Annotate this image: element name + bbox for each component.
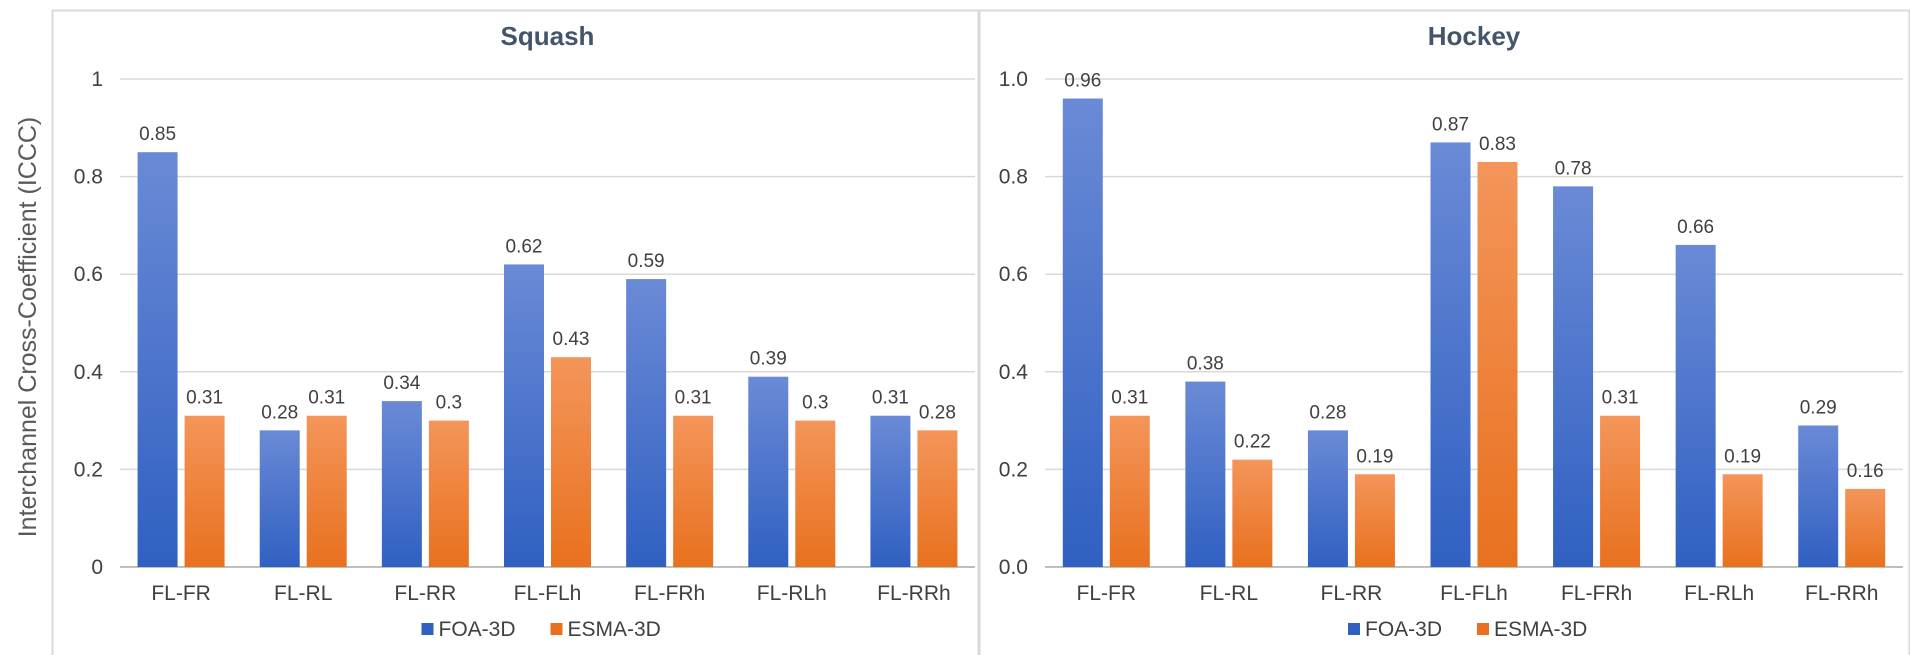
- y-tick-label: 0.4: [999, 361, 1029, 384]
- data-label: 0.28: [919, 402, 956, 423]
- esma-3d-bar: [917, 430, 958, 567]
- y-axis-title: Interchannel Cross-Coefficient (ICCC): [14, 117, 42, 538]
- esma-3d-bar: [1232, 459, 1273, 567]
- chart-panel-hockey: Hockey 0.0 0.2 0.4 0.6 0.8 1.0 FL-FR 0.96 0.31 FL-…: [978, 9, 1910, 655]
- panel-title: Squash: [501, 21, 595, 51]
- data-label: 0.83: [1479, 134, 1516, 155]
- chart-panel-squash: Squash 0 0.2 0.4 0.6 0.8 1 FL-FR 0.85 0.31 FL-RL 0.…: [51, 9, 980, 655]
- y-tick-label: 0.4: [74, 361, 104, 384]
- foa-3d-bar: [259, 430, 300, 567]
- data-label: 0.31: [872, 388, 909, 409]
- data-label: 0.96: [1064, 71, 1101, 92]
- x-category-label: FL-FR: [151, 582, 211, 605]
- data-label: 0.16: [1847, 461, 1884, 482]
- x-category-label: FL-RRh: [877, 582, 951, 605]
- y-tick-label: 0.2: [74, 458, 103, 481]
- legend-label: FOA-3D: [439, 618, 516, 641]
- x-category-label: FL-RRh: [1805, 582, 1879, 605]
- data-label: 0.31: [308, 388, 345, 409]
- foa-3d-bar: [1798, 425, 1839, 567]
- x-category-label: FL-FLh: [514, 582, 582, 605]
- foa-3d-bar: [504, 264, 544, 567]
- panel-title: Hockey: [1428, 21, 1521, 51]
- x-category-label: FL-RL: [274, 582, 332, 605]
- esma-3d-bar: [551, 357, 591, 567]
- x-category-label: FL-RLh: [1684, 582, 1754, 605]
- legend-swatch: [421, 623, 434, 635]
- foa-3d-bar: [870, 415, 911, 567]
- y-tick-label: 0.8: [74, 166, 103, 189]
- x-category-label: FL-RL: [1200, 582, 1258, 605]
- data-label: 0.78: [1555, 158, 1592, 179]
- esma-3d-bar: [428, 420, 469, 567]
- data-label: 0.66: [1677, 217, 1714, 238]
- chart-panels: Squash 0 0.2 0.4 0.6 0.8 1 FL-FR 0.85 0.31 FL-RL 0.…: [51, 9, 1910, 655]
- foa-3d-bar: [137, 152, 178, 567]
- esma-3d-bar: [306, 415, 347, 567]
- esma-3d-bar: [1354, 474, 1395, 567]
- data-label: 0.3: [802, 393, 828, 414]
- esma-3d-bar: [673, 415, 714, 567]
- y-tick-label: 1: [91, 68, 103, 91]
- foa-3d-bar: [1185, 381, 1226, 567]
- data-label: 0.19: [1356, 446, 1393, 467]
- esma-3d-bar: [184, 415, 225, 567]
- x-category-label: FL-FRh: [634, 582, 705, 605]
- legend-swatch: [550, 623, 563, 635]
- foa-3d-bar: [1675, 244, 1716, 568]
- y-tick-label: 1.0: [999, 68, 1028, 91]
- y-tick-label: 0.8: [999, 166, 1028, 189]
- y-tick-label: 0.6: [74, 263, 103, 286]
- legend-swatch: [1348, 623, 1360, 635]
- esma-3d-bar: [1477, 161, 1518, 567]
- foa-3d-bar: [748, 376, 789, 567]
- data-label: 0.87: [1432, 114, 1469, 135]
- data-label: 0.31: [1602, 388, 1639, 409]
- foa-3d-bar: [1430, 142, 1471, 567]
- data-label: 0.28: [1309, 402, 1346, 423]
- data-label: 0.22: [1234, 432, 1271, 453]
- esma-3d-bar: [1722, 474, 1763, 567]
- x-category-label: FL-RR: [394, 582, 456, 605]
- y-tick-label: 0.6: [999, 263, 1028, 286]
- y-tick-label: 0.0: [999, 556, 1028, 579]
- x-category-label: FL-FR: [1077, 582, 1137, 605]
- y-tick-label: 0: [91, 556, 103, 579]
- foa-3d-bar: [1307, 430, 1348, 567]
- data-label: 0.3: [436, 393, 462, 414]
- data-label: 0.38: [1187, 354, 1224, 375]
- esma-3d-bar: [1845, 488, 1886, 567]
- y-tick-label: 0.2: [999, 458, 1028, 481]
- x-category-label: FL-FLh: [1440, 582, 1508, 605]
- legend-label: ESMA-3D: [568, 618, 661, 641]
- esma-3d-bar: [1109, 415, 1150, 567]
- esma-3d-bar: [1600, 415, 1641, 567]
- data-label: 0.28: [261, 402, 298, 423]
- data-label: 0.43: [553, 329, 590, 350]
- x-category-label: FL-RLh: [757, 582, 827, 605]
- esma-3d-bar: [795, 420, 836, 567]
- data-label: 0.29: [1800, 397, 1837, 418]
- data-label: 0.34: [383, 373, 420, 394]
- foa-3d-bar: [1062, 98, 1103, 568]
- legend-label: ESMA-3D: [1494, 618, 1587, 641]
- x-category-label: FL-FRh: [1561, 582, 1632, 605]
- x-category-label: FL-RR: [1321, 582, 1383, 605]
- data-label: 0.31: [186, 388, 223, 409]
- data-label: 0.31: [675, 388, 712, 409]
- data-label: 0.62: [506, 236, 543, 257]
- data-label: 0.31: [1111, 388, 1148, 409]
- foa-3d-bar: [381, 401, 422, 567]
- data-label: 0.39: [750, 349, 787, 370]
- data-label: 0.19: [1724, 446, 1761, 467]
- legend-swatch: [1477, 623, 1489, 635]
- foa-3d-bar: [1553, 186, 1594, 568]
- data-label: 0.59: [628, 251, 665, 272]
- foa-3d-bar: [626, 279, 667, 567]
- legend-label: FOA-3D: [1365, 618, 1442, 641]
- data-label: 0.85: [139, 124, 176, 145]
